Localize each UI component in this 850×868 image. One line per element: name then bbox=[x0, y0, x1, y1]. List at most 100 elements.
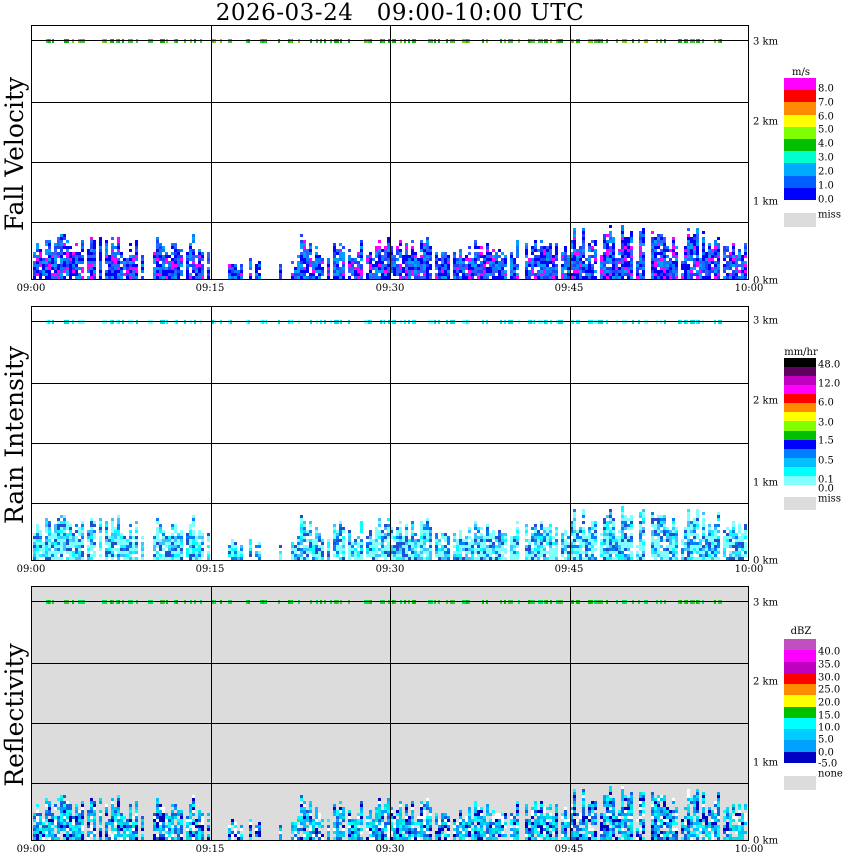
heatmap-cell bbox=[426, 264, 429, 267]
heatmap-cell bbox=[207, 533, 210, 536]
heatmap-cell bbox=[360, 258, 363, 261]
bright-band-cell bbox=[382, 320, 384, 324]
heatmap-cell bbox=[339, 255, 342, 258]
heatmap-cell bbox=[534, 554, 537, 557]
heatmap-cell bbox=[612, 243, 615, 246]
heatmap-cell bbox=[192, 542, 195, 545]
heatmap-cell bbox=[93, 524, 96, 527]
heatmap-cell bbox=[36, 530, 39, 533]
heatmap-cell bbox=[60, 273, 63, 276]
bright-band-cell bbox=[364, 320, 366, 324]
heatmap-cell bbox=[456, 542, 459, 545]
heatmap-cell bbox=[342, 819, 345, 822]
heatmap-cell bbox=[471, 545, 474, 548]
miss-swatch bbox=[784, 213, 816, 227]
heatmap-cell bbox=[606, 542, 609, 545]
heatmap-cell bbox=[369, 252, 372, 255]
heatmap-cell bbox=[621, 524, 624, 527]
heatmap-cell bbox=[384, 524, 387, 527]
heatmap-cell bbox=[669, 273, 672, 276]
heatmap-cell bbox=[378, 249, 381, 252]
heatmap-cell bbox=[120, 551, 123, 554]
heatmap-cell bbox=[480, 252, 483, 255]
heatmap-cell bbox=[231, 819, 234, 822]
heatmap-cell bbox=[591, 545, 594, 548]
heatmap-cell bbox=[87, 816, 90, 819]
heatmap-cell bbox=[174, 539, 177, 542]
heatmap-cell bbox=[627, 518, 630, 521]
heatmap-cell bbox=[162, 249, 165, 252]
heatmap-cell bbox=[315, 530, 318, 533]
heatmap-cell bbox=[453, 258, 456, 261]
heatmap-cell bbox=[195, 270, 198, 273]
heatmap-cell bbox=[699, 258, 702, 261]
heatmap-cell bbox=[525, 524, 528, 527]
heatmap-cell bbox=[405, 819, 408, 822]
heatmap-cell bbox=[609, 261, 612, 264]
heatmap-cell bbox=[375, 825, 378, 828]
heatmap-cell bbox=[447, 267, 450, 270]
heatmap-cell bbox=[315, 264, 318, 267]
heatmap-cell bbox=[615, 270, 618, 273]
heatmap-cell bbox=[174, 264, 177, 267]
bright-band-cell bbox=[698, 320, 700, 324]
heatmap-cell bbox=[624, 249, 627, 252]
heatmap-cell bbox=[732, 255, 735, 258]
heatmap-cell bbox=[45, 276, 48, 279]
heatmap-cell bbox=[111, 255, 114, 258]
heatmap-cell bbox=[153, 276, 156, 279]
heatmap-cell bbox=[153, 545, 156, 548]
heatmap-cell bbox=[555, 545, 558, 548]
heatmap-cell bbox=[672, 243, 675, 246]
heatmap-cell bbox=[93, 258, 96, 261]
heatmap-cell bbox=[714, 267, 717, 270]
bright-band-cell bbox=[720, 320, 722, 324]
heatmap-cell bbox=[741, 261, 744, 264]
heatmap-cell bbox=[387, 533, 390, 536]
heatmap-cell bbox=[126, 267, 129, 270]
heatmap-cell bbox=[156, 267, 159, 270]
heatmap-cell bbox=[621, 521, 624, 524]
heatmap-cell bbox=[135, 837, 138, 840]
heatmap-cell bbox=[498, 542, 501, 545]
heatmap-cell bbox=[348, 816, 351, 819]
heatmap-cell bbox=[69, 557, 72, 560]
heatmap-cell bbox=[474, 542, 477, 545]
heatmap-cell bbox=[549, 545, 552, 548]
heatmap-cell bbox=[642, 518, 645, 521]
heatmap-cell bbox=[588, 542, 591, 545]
heatmap-cell bbox=[441, 813, 444, 816]
heatmap-cell bbox=[231, 837, 234, 840]
heatmap-cell bbox=[384, 557, 387, 560]
heatmap-cell bbox=[417, 542, 420, 545]
bright-band-cell bbox=[122, 320, 124, 324]
heatmap-cell bbox=[717, 545, 720, 548]
heatmap-cell bbox=[573, 509, 576, 512]
heatmap-cell bbox=[177, 554, 180, 557]
heatmap-cell bbox=[240, 264, 243, 267]
heatmap-cell bbox=[126, 825, 129, 828]
heatmap-cell bbox=[549, 270, 552, 273]
heatmap-cell bbox=[171, 816, 174, 819]
heatmap-cell bbox=[255, 828, 258, 831]
heatmap-cell bbox=[369, 813, 372, 816]
heatmap-cell bbox=[687, 509, 690, 512]
heatmap-cell bbox=[240, 557, 243, 560]
heatmap-cell bbox=[738, 270, 741, 273]
heatmap-cell bbox=[555, 276, 558, 279]
heatmap-cell bbox=[438, 548, 441, 551]
heatmap-cell bbox=[348, 825, 351, 828]
heatmap-cell bbox=[381, 255, 384, 258]
bright-band-cell bbox=[260, 320, 262, 324]
heatmap-cell bbox=[375, 261, 378, 264]
heatmap-cell bbox=[177, 270, 180, 273]
heatmap-cell bbox=[387, 545, 390, 548]
heatmap-cell bbox=[72, 545, 75, 548]
heatmap-cell bbox=[417, 554, 420, 557]
heatmap-cell bbox=[570, 264, 573, 267]
heatmap-cell bbox=[693, 548, 696, 551]
heatmap-cell bbox=[153, 837, 156, 840]
heatmap-cell bbox=[582, 557, 585, 560]
heatmap-cell bbox=[513, 270, 516, 273]
heatmap-cell bbox=[696, 252, 699, 255]
